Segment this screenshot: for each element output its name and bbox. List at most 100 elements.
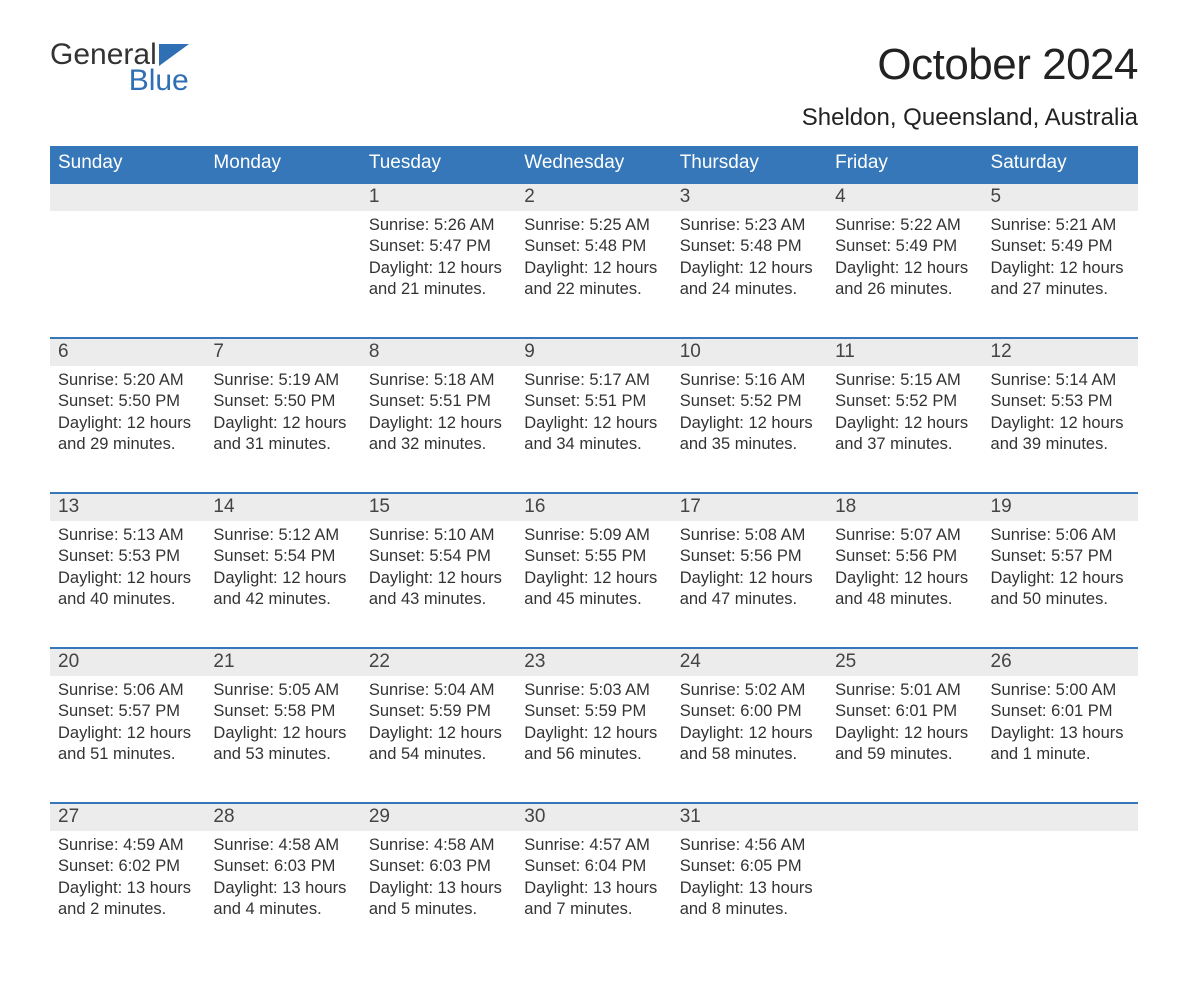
day-number: 17 <box>672 494 827 521</box>
day-number: 15 <box>361 494 516 521</box>
week-row: Sunrise: 5:13 AMSunset: 5:53 PMDaylight:… <box>50 521 1138 647</box>
day-number <box>983 804 1138 831</box>
day-number: 2 <box>516 184 671 211</box>
logo: General Blue <box>50 40 189 96</box>
daylight-text: Daylight: 12 hours and 29 minutes. <box>58 413 197 456</box>
day-cell: Sunrise: 4:57 AMSunset: 6:04 PMDaylight:… <box>516 831 671 957</box>
day-cell: Sunrise: 5:26 AMSunset: 5:47 PMDaylight:… <box>361 211 516 337</box>
daylight-text: Daylight: 12 hours and 31 minutes. <box>213 413 352 456</box>
sunrise-text: Sunrise: 5:13 AM <box>58 525 197 546</box>
day-cell: Sunrise: 5:20 AMSunset: 5:50 PMDaylight:… <box>50 366 205 492</box>
weeks-container: 12345Sunrise: 5:26 AMSunset: 5:47 PMDayl… <box>50 182 1138 957</box>
day-body: Sunrise: 4:59 AMSunset: 6:02 PMDaylight:… <box>50 831 205 921</box>
day-number: 31 <box>672 804 827 831</box>
sunrise-text: Sunrise: 4:56 AM <box>680 835 819 856</box>
sunrise-text: Sunrise: 5:16 AM <box>680 370 819 391</box>
day-body: Sunrise: 5:01 AMSunset: 6:01 PMDaylight:… <box>827 676 982 766</box>
day-number: 16 <box>516 494 671 521</box>
day-cell: Sunrise: 5:17 AMSunset: 5:51 PMDaylight:… <box>516 366 671 492</box>
day-number: 28 <box>205 804 360 831</box>
sunrise-text: Sunrise: 5:17 AM <box>524 370 663 391</box>
day-number: 6 <box>50 339 205 366</box>
day-cell: Sunrise: 5:25 AMSunset: 5:48 PMDaylight:… <box>516 211 671 337</box>
day-body <box>50 211 205 215</box>
day-body: Sunrise: 5:17 AMSunset: 5:51 PMDaylight:… <box>516 366 671 456</box>
sunset-text: Sunset: 5:58 PM <box>213 701 352 722</box>
sunrise-text: Sunrise: 5:01 AM <box>835 680 974 701</box>
sunset-text: Sunset: 5:51 PM <box>369 391 508 412</box>
day-number: 4 <box>827 184 982 211</box>
weekday-header: Monday <box>205 146 360 182</box>
sunset-text: Sunset: 5:48 PM <box>680 236 819 257</box>
day-body: Sunrise: 5:05 AMSunset: 5:58 PMDaylight:… <box>205 676 360 766</box>
sunrise-text: Sunrise: 5:25 AM <box>524 215 663 236</box>
day-body: Sunrise: 5:08 AMSunset: 5:56 PMDaylight:… <box>672 521 827 611</box>
weekday-header: Sunday <box>50 146 205 182</box>
day-cell: Sunrise: 5:16 AMSunset: 5:52 PMDaylight:… <box>672 366 827 492</box>
day-body <box>205 211 360 215</box>
daylight-text: Daylight: 12 hours and 50 minutes. <box>991 568 1130 611</box>
day-body: Sunrise: 5:14 AMSunset: 5:53 PMDaylight:… <box>983 366 1138 456</box>
day-body <box>827 831 982 835</box>
daylight-text: Daylight: 12 hours and 48 minutes. <box>835 568 974 611</box>
sunrise-text: Sunrise: 5:18 AM <box>369 370 508 391</box>
sunrise-text: Sunrise: 5:10 AM <box>369 525 508 546</box>
day-number: 14 <box>205 494 360 521</box>
day-cell: Sunrise: 5:07 AMSunset: 5:56 PMDaylight:… <box>827 521 982 647</box>
day-number: 25 <box>827 649 982 676</box>
week-row: Sunrise: 5:20 AMSunset: 5:50 PMDaylight:… <box>50 366 1138 492</box>
day-cell: Sunrise: 5:12 AMSunset: 5:54 PMDaylight:… <box>205 521 360 647</box>
weekday-header: Thursday <box>672 146 827 182</box>
day-number: 19 <box>983 494 1138 521</box>
weekday-header: Tuesday <box>361 146 516 182</box>
daynum-row: 12345 <box>50 182 1138 211</box>
sunrise-text: Sunrise: 5:15 AM <box>835 370 974 391</box>
daynum-row: 6789101112 <box>50 337 1138 366</box>
title-block: October 2024 Sheldon, Queensland, Austra… <box>802 40 1138 132</box>
sunset-text: Sunset: 5:49 PM <box>991 236 1130 257</box>
week-row: Sunrise: 5:06 AMSunset: 5:57 PMDaylight:… <box>50 676 1138 802</box>
day-cell: Sunrise: 5:19 AMSunset: 5:50 PMDaylight:… <box>205 366 360 492</box>
day-cell: Sunrise: 5:13 AMSunset: 5:53 PMDaylight:… <box>50 521 205 647</box>
logo-flag-icon <box>159 44 189 66</box>
day-cell: Sunrise: 5:10 AMSunset: 5:54 PMDaylight:… <box>361 521 516 647</box>
day-body: Sunrise: 5:07 AMSunset: 5:56 PMDaylight:… <box>827 521 982 611</box>
day-body: Sunrise: 4:56 AMSunset: 6:05 PMDaylight:… <box>672 831 827 921</box>
day-number: 30 <box>516 804 671 831</box>
day-body: Sunrise: 5:25 AMSunset: 5:48 PMDaylight:… <box>516 211 671 301</box>
day-body: Sunrise: 5:15 AMSunset: 5:52 PMDaylight:… <box>827 366 982 456</box>
daylight-text: Daylight: 13 hours and 8 minutes. <box>680 878 819 921</box>
daynum-row: 2728293031 <box>50 802 1138 831</box>
day-number: 12 <box>983 339 1138 366</box>
sunset-text: Sunset: 5:51 PM <box>524 391 663 412</box>
sunset-text: Sunset: 6:05 PM <box>680 856 819 877</box>
sunset-text: Sunset: 5:56 PM <box>835 546 974 567</box>
daylight-text: Daylight: 12 hours and 34 minutes. <box>524 413 663 456</box>
day-number <box>50 184 205 211</box>
day-cell: Sunrise: 5:04 AMSunset: 5:59 PMDaylight:… <box>361 676 516 802</box>
day-cell: Sunrise: 5:03 AMSunset: 5:59 PMDaylight:… <box>516 676 671 802</box>
daylight-text: Daylight: 12 hours and 32 minutes. <box>369 413 508 456</box>
day-cell: Sunrise: 5:02 AMSunset: 6:00 PMDaylight:… <box>672 676 827 802</box>
daylight-text: Daylight: 13 hours and 1 minute. <box>991 723 1130 766</box>
sunrise-text: Sunrise: 5:09 AM <box>524 525 663 546</box>
sunset-text: Sunset: 5:56 PM <box>680 546 819 567</box>
sunset-text: Sunset: 5:49 PM <box>835 236 974 257</box>
sunrise-text: Sunrise: 5:06 AM <box>991 525 1130 546</box>
weekday-header: Friday <box>827 146 982 182</box>
day-body: Sunrise: 5:03 AMSunset: 5:59 PMDaylight:… <box>516 676 671 766</box>
sunset-text: Sunset: 5:55 PM <box>524 546 663 567</box>
day-body: Sunrise: 5:19 AMSunset: 5:50 PMDaylight:… <box>205 366 360 456</box>
location-subtitle: Sheldon, Queensland, Australia <box>802 104 1138 132</box>
daylight-text: Daylight: 13 hours and 4 minutes. <box>213 878 352 921</box>
daynum-row: 20212223242526 <box>50 647 1138 676</box>
day-number <box>205 184 360 211</box>
day-body: Sunrise: 5:20 AMSunset: 5:50 PMDaylight:… <box>50 366 205 456</box>
day-body: Sunrise: 5:10 AMSunset: 5:54 PMDaylight:… <box>361 521 516 611</box>
daylight-text: Daylight: 12 hours and 26 minutes. <box>835 258 974 301</box>
day-cell: Sunrise: 5:06 AMSunset: 5:57 PMDaylight:… <box>983 521 1138 647</box>
daylight-text: Daylight: 12 hours and 45 minutes. <box>524 568 663 611</box>
day-number: 7 <box>205 339 360 366</box>
sunrise-text: Sunrise: 5:20 AM <box>58 370 197 391</box>
sunrise-text: Sunrise: 4:57 AM <box>524 835 663 856</box>
